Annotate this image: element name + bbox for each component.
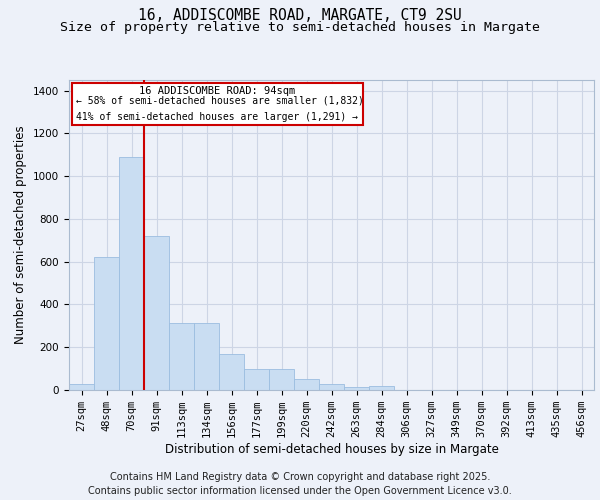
Bar xyxy=(344,387,369,390)
Text: Contains HM Land Registry data © Crown copyright and database right 2025.: Contains HM Land Registry data © Crown c… xyxy=(110,472,490,482)
Text: Contains public sector information licensed under the Open Government Licence v3: Contains public sector information licen… xyxy=(88,486,512,496)
Text: 16, ADDISCOMBE ROAD, MARGATE, CT9 2SU: 16, ADDISCOMBE ROAD, MARGATE, CT9 2SU xyxy=(138,8,462,22)
Bar xyxy=(269,368,294,390)
Text: Size of property relative to semi-detached houses in Margate: Size of property relative to semi-detach… xyxy=(60,22,540,35)
Bar xyxy=(294,380,319,390)
Bar xyxy=(119,157,144,390)
Bar xyxy=(169,322,194,390)
Text: ← 58% of semi-detached houses are smaller (1,832): ← 58% of semi-detached houses are smalle… xyxy=(76,96,364,106)
Bar xyxy=(94,258,119,390)
Bar xyxy=(194,322,219,390)
Y-axis label: Number of semi-detached properties: Number of semi-detached properties xyxy=(14,126,28,344)
Bar xyxy=(69,384,94,390)
Bar xyxy=(219,354,244,390)
Bar xyxy=(244,368,269,390)
Bar xyxy=(71,83,363,125)
Bar xyxy=(369,386,394,390)
Text: 16 ADDISCOMBE ROAD: 94sqm: 16 ADDISCOMBE ROAD: 94sqm xyxy=(139,86,295,96)
Bar xyxy=(319,384,344,390)
Bar xyxy=(144,236,169,390)
Text: 41% of semi-detached houses are larger (1,291) →: 41% of semi-detached houses are larger (… xyxy=(76,112,358,122)
X-axis label: Distribution of semi-detached houses by size in Margate: Distribution of semi-detached houses by … xyxy=(164,443,499,456)
